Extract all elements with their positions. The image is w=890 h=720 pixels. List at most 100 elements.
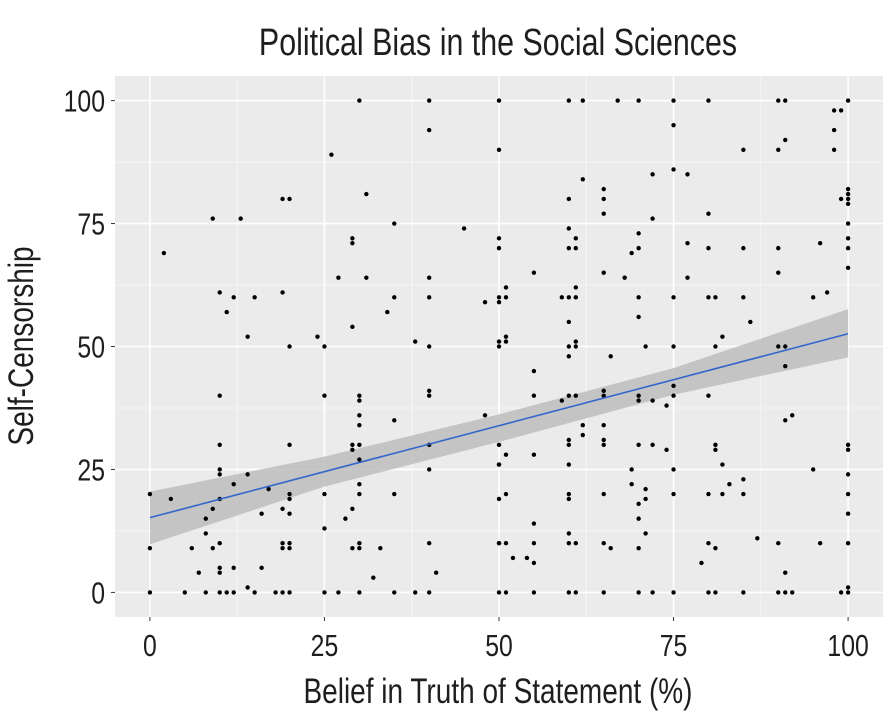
data-point (699, 560, 704, 566)
data-point (566, 437, 572, 443)
data-point (426, 590, 432, 595)
data-point (671, 491, 676, 497)
data-point (636, 516, 641, 521)
data-point (776, 98, 781, 103)
data-point (636, 398, 641, 403)
data-point (496, 442, 502, 448)
data-point (573, 295, 578, 300)
data-point (566, 541, 572, 546)
data-point (706, 98, 711, 103)
data-point (845, 186, 851, 192)
data-point (287, 541, 292, 546)
fit-line-group (149, 332, 849, 519)
data-point (566, 462, 572, 467)
data-point (636, 442, 641, 448)
data-point (783, 363, 788, 369)
data-point (845, 245, 851, 251)
data-point (566, 590, 572, 595)
data-point (357, 482, 362, 487)
data-point (287, 545, 292, 551)
data-point (329, 152, 334, 157)
data-point (343, 516, 348, 521)
data-point (524, 555, 530, 561)
data-point (685, 275, 690, 280)
data-point (608, 354, 613, 359)
y-tick-label: 100 (64, 84, 105, 118)
data-point (566, 531, 572, 536)
data-point (238, 216, 243, 221)
data-point (217, 393, 222, 398)
data-point (845, 236, 851, 241)
data-point (741, 491, 746, 497)
data-point (845, 511, 851, 516)
data-point (573, 393, 578, 398)
data-point (706, 295, 711, 300)
data-point (496, 541, 502, 546)
data-point (350, 545, 355, 551)
data-point (671, 467, 676, 472)
x-tick-label: 0 (143, 628, 157, 662)
data-point (315, 334, 320, 339)
data-point (810, 467, 816, 472)
data-point (566, 295, 572, 300)
data-point (559, 398, 565, 403)
data-point (482, 413, 488, 418)
data-point (573, 236, 578, 241)
data-point (783, 344, 788, 349)
x-axis-label: Belief in Truth of Statement (%) (304, 671, 693, 711)
data-point (280, 196, 285, 202)
data-point (713, 442, 718, 448)
data-point (168, 496, 174, 502)
data-point (741, 245, 746, 251)
data-point (566, 319, 572, 325)
data-point (845, 265, 851, 271)
data-point (776, 590, 781, 595)
data-point (671, 98, 676, 103)
data-point (566, 442, 572, 448)
data-point (496, 339, 502, 344)
data-point (392, 418, 397, 423)
data-point (783, 418, 788, 423)
data-point (245, 334, 250, 339)
data-point (636, 314, 641, 320)
data-point (713, 447, 718, 452)
data-point (426, 295, 432, 300)
data-point (259, 511, 264, 516)
data-point (845, 585, 851, 590)
data-point (426, 393, 432, 398)
data-point (650, 398, 655, 403)
data-point (580, 177, 585, 182)
data-point (252, 590, 257, 595)
data-point (357, 413, 362, 418)
data-point (287, 344, 292, 349)
y-tick-label: 50 (77, 330, 105, 364)
data-point (643, 496, 648, 502)
data-point (838, 196, 844, 202)
data-point (531, 270, 537, 275)
data-point (650, 172, 655, 177)
data-point (147, 491, 153, 497)
data-point (371, 575, 376, 580)
data-point (838, 590, 844, 595)
data-point (573, 245, 578, 251)
data-point (350, 241, 355, 246)
data-point (217, 570, 222, 575)
data-point (210, 216, 215, 221)
data-point (783, 590, 788, 595)
data-point (643, 531, 648, 536)
data-point (336, 275, 341, 280)
data-point (531, 521, 537, 526)
fit-line (149, 332, 849, 519)
data-point (601, 590, 606, 595)
data-point (217, 290, 222, 295)
data-point (357, 422, 362, 428)
data-point (713, 344, 718, 349)
data-point (601, 388, 606, 393)
data-point (287, 590, 292, 595)
data-point (650, 216, 655, 221)
data-point (189, 545, 194, 551)
data-point (426, 127, 432, 133)
data-point (601, 541, 606, 546)
data-point (350, 324, 355, 330)
data-point (322, 526, 327, 531)
